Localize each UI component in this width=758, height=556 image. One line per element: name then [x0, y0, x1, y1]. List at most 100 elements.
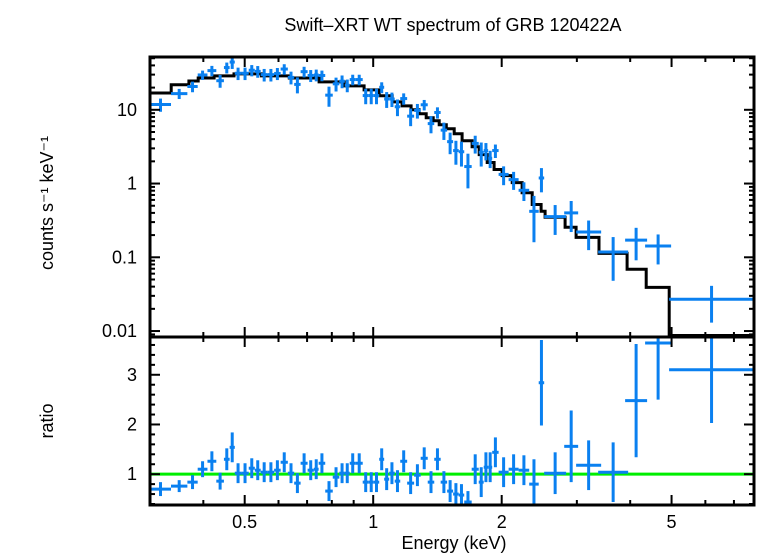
- ratio-data-point: [362, 472, 369, 493]
- ratio-data-point: [187, 475, 198, 490]
- spectrum-data-point: [434, 107, 441, 119]
- ratio-data-point: [260, 462, 268, 483]
- x-tick-label: 2: [497, 512, 507, 532]
- spectrum-data-point: [307, 70, 314, 83]
- ratio-data-point: [492, 437, 499, 468]
- spectrum-data-point: [216, 74, 224, 88]
- spectrum-y-tick-label: 1: [127, 174, 137, 194]
- spectrum-data-point: [267, 68, 275, 82]
- ratio-data-point: [349, 453, 356, 474]
- ratio-data-point: [598, 442, 629, 503]
- spectrum-data-point: [248, 65, 255, 77]
- ratio-data-point: [669, 337, 754, 423]
- spectrum-data-point: [254, 66, 261, 78]
- ratio-data-point: [389, 462, 395, 485]
- ratio-data-point: [248, 458, 255, 479]
- ratio-data-point: [498, 457, 509, 488]
- spectrum-data-point: [187, 81, 198, 93]
- ratio-data-point: [508, 454, 519, 485]
- ratio-data-point: [294, 473, 301, 494]
- spectrum-data-point: [529, 195, 539, 243]
- spectrum-data-point: [414, 103, 421, 119]
- spectrum-data-point: [400, 93, 408, 105]
- ratio-panel-frame: [148, 335, 756, 507]
- spectrum-data-point: [488, 150, 493, 169]
- spectrum-y-tick-label: 0.01: [102, 321, 137, 341]
- spectrum-data-point: [427, 116, 435, 134]
- ratio-data-point: [379, 448, 385, 471]
- spectrum-data-point: [197, 70, 208, 80]
- spectrum-data-point: [492, 144, 499, 159]
- spectrum-data-point: [368, 88, 374, 105]
- spectrum-y-axis-label: counts s⁻¹ keV⁻¹: [37, 136, 57, 270]
- spectrum-data-point: [300, 66, 308, 78]
- ratio-data-point: [300, 453, 308, 474]
- ratio-data-point: [464, 491, 472, 505]
- spectrum-data-point: [544, 205, 567, 235]
- spectrum-data-point: [362, 88, 369, 105]
- ratio-data-series: [150, 337, 754, 505]
- ratio-data-point: [325, 481, 333, 502]
- spectrum-data-point: [625, 227, 648, 261]
- spectrum-data-point: [241, 67, 249, 81]
- spectrum-data-point: [355, 74, 363, 86]
- spectrum-data-point: [508, 171, 519, 190]
- ratio-data-point: [478, 467, 484, 498]
- spectrum-data-point: [223, 62, 230, 74]
- spectrum-panel-frame: [148, 55, 756, 339]
- ratio-data-point: [307, 460, 314, 481]
- spectrum-data-point: [447, 132, 454, 155]
- spectrum-data-point: [260, 68, 268, 82]
- ratio-data-point: [458, 484, 465, 505]
- ratio-data-point: [368, 472, 374, 493]
- spectrum-data-point: [669, 285, 754, 323]
- x-axis-label: Energy (keV): [401, 533, 506, 553]
- ratio-data-point: [400, 450, 408, 473]
- spectrum-data-point: [325, 86, 333, 107]
- spectrum-y-tick-label: 10: [117, 100, 137, 120]
- ratio-data-point: [274, 460, 281, 481]
- ratio-data-point: [267, 462, 275, 483]
- ratio-data-point: [280, 452, 288, 473]
- spectrum-data-point: [598, 237, 629, 281]
- spectrum-data-point: [464, 153, 472, 189]
- ratio-data-point: [223, 448, 230, 471]
- ratio-data-point: [207, 451, 217, 472]
- axis-tick-labels: 0.5 1 2 5 0.01 0.1 1 10 1 2 3: [102, 100, 677, 532]
- spectrum-data-point: [518, 182, 530, 201]
- spectrum-data-point: [394, 99, 401, 117]
- ratio-data-point: [407, 472, 415, 495]
- ratio-data-point: [150, 482, 172, 497]
- ratio-data-point: [518, 455, 530, 486]
- ratio-data-point: [440, 471, 448, 494]
- ratio-data-point: [529, 459, 539, 505]
- spectrum-data-point: [440, 122, 448, 140]
- ratio-data-point: [241, 463, 249, 484]
- ratio-data-point: [384, 468, 390, 491]
- spectrum-data-point: [349, 74, 356, 86]
- spectrum-data-point: [407, 108, 415, 127]
- ratio-data-point: [544, 452, 567, 495]
- ratio-data-point: [332, 467, 340, 488]
- ratio-data-point: [287, 463, 295, 484]
- spectrum-data-point: [344, 79, 350, 93]
- spectrum-data-point: [379, 82, 385, 94]
- ratio-data-point: [344, 463, 350, 484]
- spectrum-data-point: [458, 141, 465, 167]
- x-tick-label: 1: [368, 512, 378, 532]
- ratio-data-point: [453, 483, 459, 505]
- spectrum-data-point: [538, 168, 545, 193]
- spectrum-data-point: [332, 77, 340, 92]
- ratio-data-point: [414, 464, 421, 487]
- spectrum-data-point: [471, 135, 479, 154]
- spectrum-data-point: [645, 234, 672, 265]
- ratio-data-point: [471, 454, 479, 485]
- x-tick-label: 5: [667, 512, 677, 532]
- model-step-line: [150, 72, 754, 337]
- chart-title: Swift–XRT WT spectrum of GRB 120422A: [284, 15, 621, 35]
- spectrum-data-point: [389, 92, 395, 108]
- ratio-data-point: [427, 471, 435, 494]
- spectrum-data-point: [318, 70, 326, 82]
- axis-ticks: [149, 57, 754, 506]
